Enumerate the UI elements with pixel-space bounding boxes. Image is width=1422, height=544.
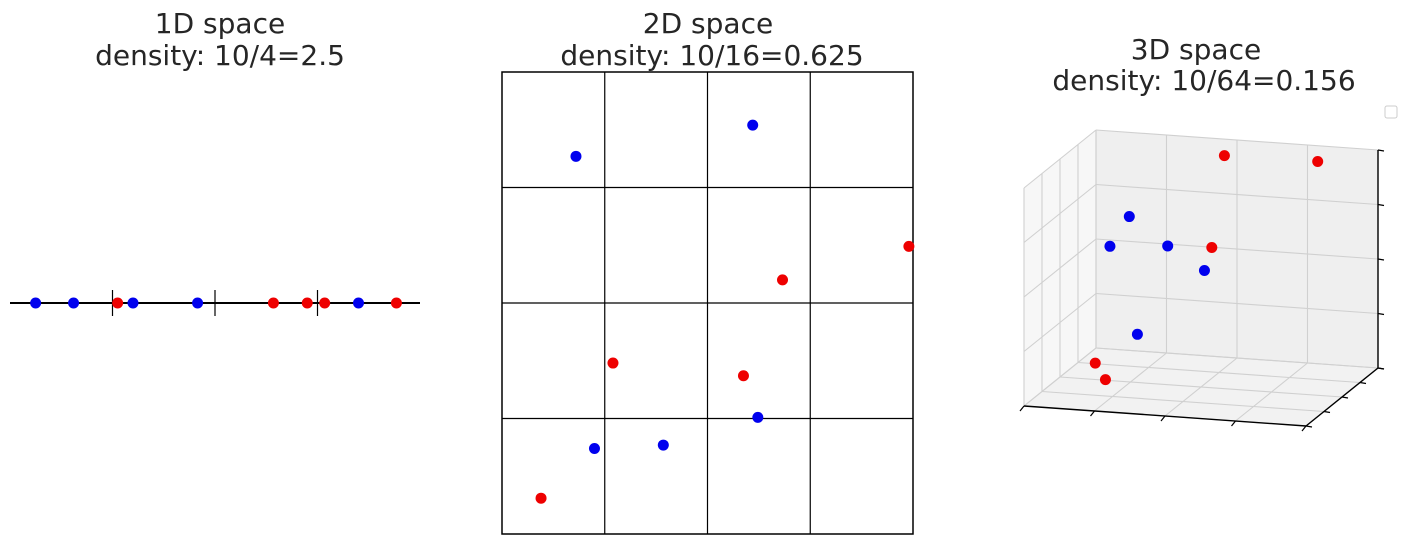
panel-3d-z-tick bbox=[1377, 367, 1385, 370]
panel-3d-point-red bbox=[1099, 374, 1111, 386]
panel-3d-x-tick bbox=[1090, 410, 1095, 417]
panel-3d-point-red bbox=[1312, 156, 1324, 167]
panel-3d-point-blue bbox=[1131, 328, 1143, 340]
panel-3d-point-blue bbox=[1123, 211, 1135, 223]
panel-3d-point-blue bbox=[1162, 240, 1174, 252]
panel-3d-axes bbox=[1019, 149, 1385, 432]
panel-1d-point-red bbox=[319, 297, 331, 309]
panel-2d-point-blue bbox=[657, 439, 669, 451]
panel-1d-title-line2: density: 10/4=2.5 bbox=[95, 39, 345, 72]
panel-3d-y-tick bbox=[1323, 410, 1331, 414]
panel-2d-point-blue bbox=[588, 443, 600, 455]
panel-2d-frame bbox=[501, 71, 914, 535]
panel-2d-points bbox=[535, 119, 915, 504]
panel-3d-point-red bbox=[1218, 150, 1230, 162]
panel-3d-point-blue bbox=[1104, 240, 1116, 252]
panel-3d-gridline bbox=[1095, 183, 1379, 206]
panel-3d-point-red bbox=[1206, 242, 1218, 253]
panel-3d-space: 3D space density: 10/64=0.156 bbox=[1019, 33, 1398, 432]
panel-1d-point-blue bbox=[68, 297, 80, 309]
panel-2d-point-red bbox=[535, 492, 547, 504]
panel-3d-points bbox=[1089, 150, 1324, 386]
panel-2d-point-blue bbox=[747, 119, 759, 131]
panel-2d-title-line1: 2D space bbox=[643, 7, 773, 40]
panel-3d-gridline bbox=[1235, 362, 1308, 422]
panel-3d-z-tick bbox=[1377, 203, 1385, 207]
panel-1d-point-blue bbox=[353, 297, 364, 309]
panel-3d-z-tick bbox=[1377, 258, 1385, 261]
panel-3d-gridline bbox=[1023, 129, 1097, 189]
panel-2d-point-red bbox=[737, 370, 749, 382]
panel-2d-space: 2D space density: 10/16=0.625 bbox=[501, 7, 915, 535]
panel-3d-gridline bbox=[1164, 357, 1238, 417]
panel-3d-title-line1: 3D space bbox=[1131, 33, 1261, 66]
panel-3d-x-tick bbox=[1019, 405, 1025, 412]
panel-3d-gridline bbox=[1023, 184, 1097, 243]
panel-3d-y-tick bbox=[1341, 396, 1349, 399]
panel-3d-gridline bbox=[1095, 238, 1379, 260]
panel-2d-grid bbox=[502, 72, 913, 534]
panel-3d-gridline bbox=[1023, 238, 1097, 298]
panel-2d-point-red bbox=[777, 274, 789, 286]
panel-3d-y-tick bbox=[1359, 381, 1367, 385]
panel-3d-point-blue bbox=[1198, 265, 1210, 276]
panel-1d-points bbox=[30, 297, 402, 309]
panel-3d-gridlines bbox=[1023, 129, 1379, 427]
panel-3d-x-tick bbox=[1160, 415, 1166, 422]
panel-3d-y-tick bbox=[1305, 425, 1313, 428]
panel-1d-point-blue bbox=[127, 297, 139, 309]
panel-2d-point-blue bbox=[752, 411, 764, 423]
panel-3d-legend-box bbox=[1384, 105, 1398, 119]
panel-3d-point-red bbox=[1089, 357, 1101, 369]
panel-1d-point-red bbox=[301, 297, 313, 309]
panel-1d-space: 1D space density: 10/4=2.5 bbox=[10, 7, 420, 316]
panel-1d-point-red bbox=[112, 297, 124, 309]
panel-3d-gridline bbox=[1041, 390, 1325, 413]
panel-3d-gridline bbox=[1095, 129, 1379, 151]
panel-2d-point-red bbox=[607, 357, 619, 369]
panel-1d-point-red bbox=[267, 297, 279, 309]
panel-3d-z-tick bbox=[1377, 312, 1385, 316]
panel-1d-point-blue bbox=[30, 297, 42, 309]
panel-1d-point-blue bbox=[192, 297, 204, 309]
panel-2d-title-line2: density: 10/16=0.625 bbox=[560, 39, 863, 72]
panel-3d-x-tick bbox=[1301, 425, 1307, 432]
panel-3d-x-tick bbox=[1231, 420, 1236, 427]
panel-2d-point-red bbox=[903, 240, 915, 252]
panel-3d-title-line2: density: 10/64=0.156 bbox=[1052, 64, 1355, 97]
panel-2d-point-blue bbox=[570, 150, 582, 162]
panel-1d-title-line1: 1D space bbox=[155, 7, 285, 40]
panel-1d-point-red bbox=[390, 297, 402, 309]
panel-3d-panes bbox=[1024, 130, 1378, 426]
panel-3d-z-tick bbox=[1377, 149, 1385, 152]
